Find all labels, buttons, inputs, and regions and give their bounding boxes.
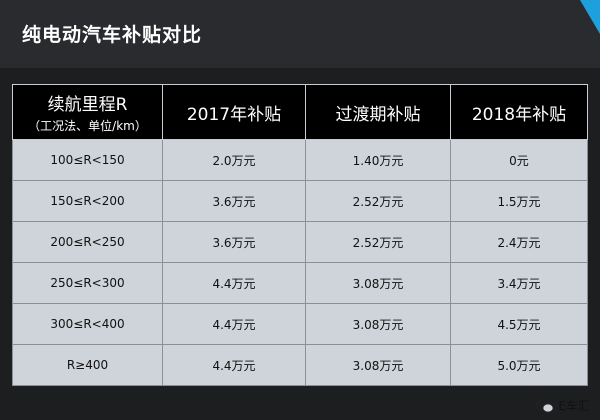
- cell-transition: 3.08万元: [305, 303, 451, 345]
- cell-range: 250≤R<300: [12, 262, 163, 304]
- header-bar: 纯电动汽车补贴对比: [0, 0, 600, 68]
- accent-corner: [580, 0, 600, 34]
- cell-2018: 4.5万元: [450, 303, 588, 345]
- cell-2018: 3.4万元: [450, 262, 588, 304]
- page-title: 纯电动汽车补贴对比: [22, 24, 203, 46]
- wechat-icon: [536, 398, 555, 413]
- table-row: R≥400 4.4万元 3.08万元 5.0万元: [12, 344, 588, 386]
- header-range-label: 续航里程R: [47, 95, 128, 115]
- cell-transition: 2.52万元: [305, 221, 451, 263]
- cell-2017: 4.4万元: [162, 262, 306, 304]
- cell-2017: 4.4万元: [162, 344, 306, 386]
- cell-2017: 3.6万元: [162, 180, 306, 222]
- cell-range: R≥400: [12, 344, 163, 386]
- cell-2018: 1.5万元: [450, 180, 588, 222]
- cell-transition: 3.08万元: [305, 344, 451, 386]
- subsidy-table: 续航里程R （工况法、单位/km） 2017年补贴 过渡期补贴 2018年补贴 …: [12, 84, 588, 386]
- cell-2018: 5.0万元: [450, 344, 588, 386]
- table-row: 200≤R<250 3.6万元 2.52万元 2.4万元: [12, 221, 588, 263]
- header-transition: 过渡期补贴: [305, 84, 451, 140]
- header-range-unit: （工况法、单位/km）: [28, 119, 147, 133]
- header-2017: 2017年补贴: [162, 84, 306, 140]
- cell-2018: 0元: [450, 139, 588, 181]
- cell-2017: 2.0万元: [162, 139, 306, 181]
- cell-2017: 4.4万元: [162, 303, 306, 345]
- table-row: 100≤R<150 2.0万元 1.40万元 0元: [12, 139, 588, 181]
- table-row: 150≤R<200 3.6万元 2.52万元 1.5万元: [12, 180, 588, 222]
- cell-transition: 1.40万元: [305, 139, 451, 181]
- cell-range: 100≤R<150: [12, 139, 163, 181]
- cell-transition: 3.08万元: [305, 262, 451, 304]
- cell-range: 150≤R<200: [12, 180, 163, 222]
- cell-range: 200≤R<250: [12, 221, 163, 263]
- cell-range: 300≤R<400: [12, 303, 163, 345]
- table-row: 250≤R<300 4.4万元 3.08万元 3.4万元: [12, 262, 588, 304]
- header-range: 续航里程R （工况法、单位/km）: [12, 84, 163, 140]
- cell-2017: 3.6万元: [162, 221, 306, 263]
- table-row: 300≤R<400 4.4万元 3.08万元 4.5万元: [12, 303, 588, 345]
- watermark-text: E车汇: [558, 399, 590, 413]
- cell-transition: 2.52万元: [305, 180, 451, 222]
- table-header-row: 续航里程R （工况法、单位/km） 2017年补贴 过渡期补贴 2018年补贴: [12, 84, 588, 140]
- cell-2018: 2.4万元: [450, 221, 588, 263]
- watermark: E车汇: [536, 397, 590, 414]
- header-2018: 2018年补贴: [450, 84, 588, 140]
